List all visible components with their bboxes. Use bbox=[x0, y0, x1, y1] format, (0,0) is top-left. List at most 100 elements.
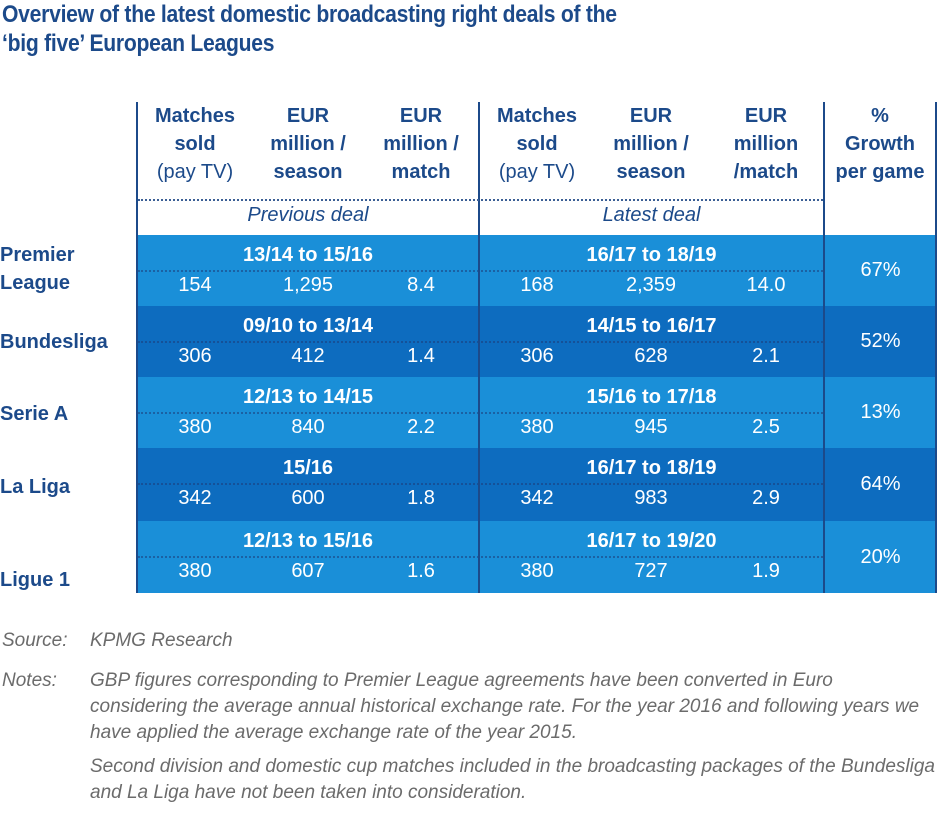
prev-season-value: 607 bbox=[291, 560, 325, 582]
deals-table: Matches sold (pay TV) EUR million / seas… bbox=[136, 102, 937, 593]
row-dotted-divider bbox=[138, 556, 823, 558]
row-dotted-divider bbox=[138, 341, 823, 343]
prev-period: 12/13 to 15/16 bbox=[242, 530, 374, 552]
row-growth-divider bbox=[823, 235, 825, 593]
row-dotted-divider bbox=[138, 412, 823, 414]
league-label-line: Ligue 1 bbox=[0, 569, 71, 591]
header-line: sold bbox=[174, 133, 216, 155]
league-label-serie-a: Serie A bbox=[0, 400, 68, 428]
header-prev-season: EUR million / season bbox=[252, 102, 364, 190]
header-latest-match: EUR million /match bbox=[710, 102, 822, 190]
header-line: Matches bbox=[154, 105, 236, 127]
header-latest-season: EUR million / season bbox=[595, 102, 707, 190]
prev-match-value: 1.8 bbox=[407, 487, 435, 509]
latest-season-value: 2,359 bbox=[625, 274, 677, 296]
latest-matches: 380 bbox=[520, 560, 554, 582]
source-text: KPMG Research bbox=[90, 630, 233, 651]
header-line: (pay TV) bbox=[156, 161, 234, 183]
header-line: Matches bbox=[496, 105, 578, 127]
prev-matches: 306 bbox=[178, 345, 212, 367]
latest-deal-label: Latest deal bbox=[602, 204, 701, 226]
league-label-ligue-1: Ligue 1 bbox=[0, 566, 70, 594]
header-growth: % Growth per game bbox=[825, 102, 935, 190]
page-title: Overview of the latest domestic broadcas… bbox=[2, 0, 617, 58]
header-line: EUR bbox=[744, 105, 788, 127]
latest-period: 16/17 to 18/19 bbox=[586, 244, 717, 266]
latest-period: 15/16 to 17/18 bbox=[586, 386, 717, 408]
table-row-la-liga: 15/16 16/17 to 18/19 342 600 1.8 342 983… bbox=[136, 448, 937, 521]
header-line: season bbox=[616, 161, 686, 183]
league-label-line: Premier bbox=[0, 244, 75, 266]
prev-matches: 380 bbox=[178, 416, 212, 438]
header-line: season bbox=[273, 161, 343, 183]
title-line-2: ‘big five’ European Leagues bbox=[2, 30, 275, 57]
growth-value: 64% bbox=[860, 473, 901, 495]
latest-matches: 380 bbox=[520, 416, 554, 438]
league-label-line: Bundesliga bbox=[0, 331, 108, 353]
source-label: Source: bbox=[2, 630, 68, 651]
note-1: GBP figures corresponding to Premier Lea… bbox=[90, 670, 920, 743]
table-row-ligue-1: 12/13 to 15/16 16/17 to 19/20 380 607 1.… bbox=[136, 521, 937, 593]
prev-matches: 342 bbox=[178, 487, 212, 509]
header-line: EUR bbox=[286, 105, 330, 127]
latest-period: 16/17 to 18/19 bbox=[586, 457, 717, 479]
table-row-bundesliga: 09/10 to 13/14 14/15 to 16/17 306 412 1.… bbox=[136, 306, 937, 377]
latest-season-value: 983 bbox=[634, 487, 668, 509]
row-deal-divider bbox=[478, 235, 480, 593]
header-line: million / bbox=[383, 133, 459, 155]
prev-period: 09/10 to 13/14 bbox=[242, 315, 374, 337]
latest-period: 14/15 to 16/17 bbox=[586, 315, 717, 337]
source-line: Source: KPMG Research bbox=[0, 628, 940, 658]
header-line: Growth bbox=[845, 133, 915, 155]
latest-match-value: 2.5 bbox=[752, 416, 780, 438]
prev-match-value: 1.4 bbox=[407, 345, 435, 367]
header-line: EUR bbox=[629, 105, 673, 127]
latest-match-value: 2.9 bbox=[752, 487, 780, 509]
growth-value: 52% bbox=[860, 330, 901, 352]
row-left-border bbox=[136, 235, 138, 593]
league-label-line: Serie A bbox=[0, 403, 69, 425]
latest-matches: 168 bbox=[520, 274, 554, 296]
row-right-border bbox=[935, 235, 937, 593]
prev-season-value: 840 bbox=[291, 416, 325, 438]
latest-period: 16/17 to 19/20 bbox=[586, 530, 717, 552]
note-2: Second division and domestic cup matches… bbox=[90, 756, 935, 803]
prev-match-value: 2.2 bbox=[407, 416, 435, 438]
latest-match-value: 2.1 bbox=[752, 345, 780, 367]
prev-matches: 154 bbox=[178, 274, 212, 296]
prev-season-value: 1,295 bbox=[282, 274, 334, 296]
latest-matches: 342 bbox=[520, 487, 554, 509]
header-line: /match bbox=[733, 161, 799, 183]
header-dotted-divider bbox=[138, 199, 823, 201]
title-line-1: Overview of the latest domestic broadcas… bbox=[2, 1, 617, 28]
latest-match-value: 14.0 bbox=[746, 274, 786, 296]
prev-period: 12/13 to 14/15 bbox=[242, 386, 374, 408]
growth-value: 20% bbox=[860, 545, 901, 568]
latest-season-value: 727 bbox=[634, 560, 668, 582]
header-latest-matches: Matches sold (pay TV) bbox=[482, 102, 592, 190]
league-label-line: La Liga bbox=[0, 476, 71, 498]
row-dotted-divider bbox=[138, 483, 823, 485]
header-line: match bbox=[391, 161, 451, 183]
header-line: million / bbox=[270, 133, 346, 155]
prev-match-value: 1.6 bbox=[407, 560, 435, 582]
latest-season-value: 945 bbox=[634, 416, 668, 438]
header-line: per game bbox=[835, 161, 925, 183]
header-line: % bbox=[871, 105, 889, 127]
league-label-bundesliga: Bundesliga bbox=[0, 328, 108, 356]
header-prev-matches: Matches sold (pay TV) bbox=[140, 102, 250, 190]
notes-label: Notes: bbox=[2, 670, 57, 691]
previous-deal-label: Previous deal bbox=[247, 204, 369, 226]
prev-period: 13/14 to 15/16 bbox=[242, 244, 374, 266]
header-line: EUR bbox=[399, 105, 443, 127]
header-prev-match: EUR million / match bbox=[366, 102, 476, 190]
growth-value: 13% bbox=[860, 401, 901, 423]
header-line: sold bbox=[516, 133, 558, 155]
latest-matches: 306 bbox=[520, 345, 554, 367]
league-label-line: League bbox=[0, 272, 71, 294]
row-dotted-divider bbox=[138, 270, 823, 272]
prev-season-value: 412 bbox=[291, 345, 325, 367]
prev-match-value: 8.4 bbox=[407, 274, 435, 296]
league-label-la-liga: La Liga bbox=[0, 473, 70, 501]
latest-season-value: 628 bbox=[634, 345, 668, 367]
